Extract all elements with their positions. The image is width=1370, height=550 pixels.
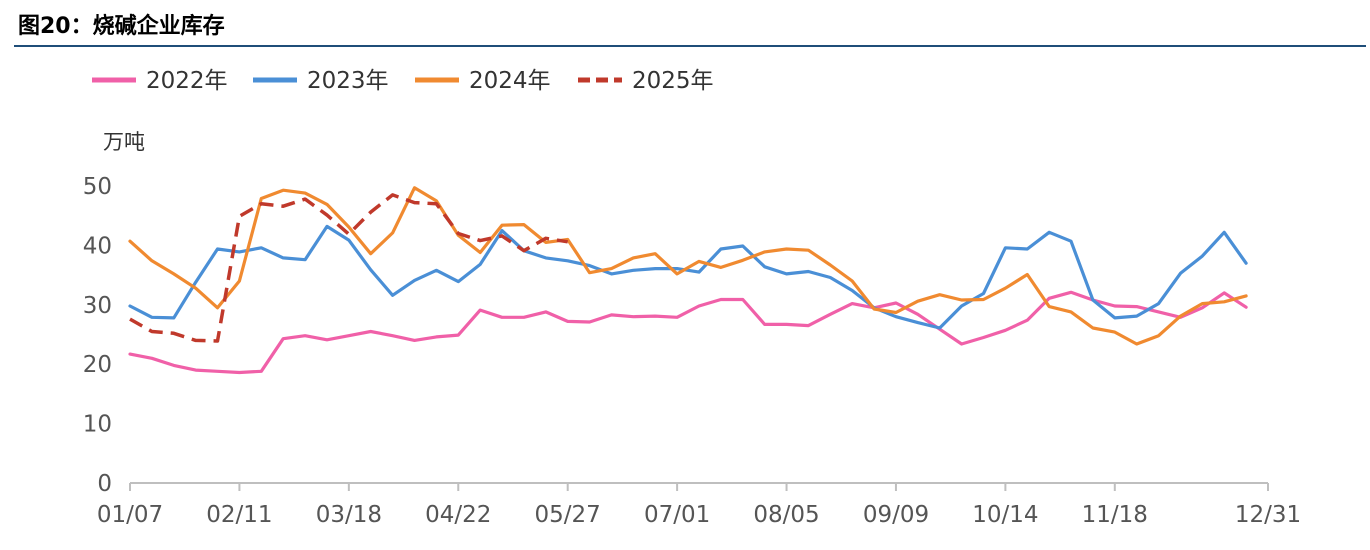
x-tick-label: 03/18 bbox=[316, 502, 382, 528]
series-line-2024 bbox=[128, 186, 1248, 346]
y-axis-ticks: 0 10 20 30 40 50 bbox=[83, 174, 112, 497]
series-line-2025 bbox=[129, 193, 568, 343]
x-tick-label: 11/18 bbox=[1082, 502, 1148, 528]
y-tick-label: 50 bbox=[83, 174, 112, 200]
x-tick-label: 02/11 bbox=[206, 502, 272, 528]
series-line-2023 bbox=[128, 224, 1248, 330]
x-tick-label: 12/31 bbox=[1235, 502, 1301, 528]
chart-legend: 2022年 2023年 2024年 2025年 bbox=[92, 68, 714, 94]
series-line-2022 bbox=[128, 290, 1248, 375]
title-divider bbox=[14, 45, 1366, 47]
series-layer bbox=[128, 186, 1248, 375]
x-tick-label: 09/09 bbox=[863, 502, 929, 528]
legend-label: 2023年 bbox=[307, 68, 389, 94]
y-tick-label: 40 bbox=[83, 233, 112, 259]
x-tick-label: 08/05 bbox=[753, 502, 819, 528]
y-axis-unit-label: 万吨 bbox=[103, 130, 145, 154]
y-tick-label: 10 bbox=[83, 412, 112, 438]
x-tick-label: 04/22 bbox=[425, 502, 491, 528]
y-tick-label: 30 bbox=[83, 293, 112, 319]
x-axis-ticks: 01/07 02/11 03/18 04/22 05/27 07/01 08/05 09/09… bbox=[97, 483, 1301, 528]
y-tick-label: 0 bbox=[97, 471, 112, 497]
x-tick-label: 05/27 bbox=[535, 502, 601, 528]
x-tick-label: 10/14 bbox=[972, 502, 1038, 528]
y-tick-label: 20 bbox=[83, 352, 112, 378]
legend-label: 2025年 bbox=[632, 68, 714, 94]
x-tick-label: 07/01 bbox=[644, 502, 710, 528]
legend-label: 2022年 bbox=[146, 68, 228, 94]
figure-title: 图20：烧碱企业库存 bbox=[18, 14, 225, 39]
legend-label: 2024年 bbox=[469, 68, 551, 94]
x-tick-label: 01/07 bbox=[97, 502, 163, 528]
